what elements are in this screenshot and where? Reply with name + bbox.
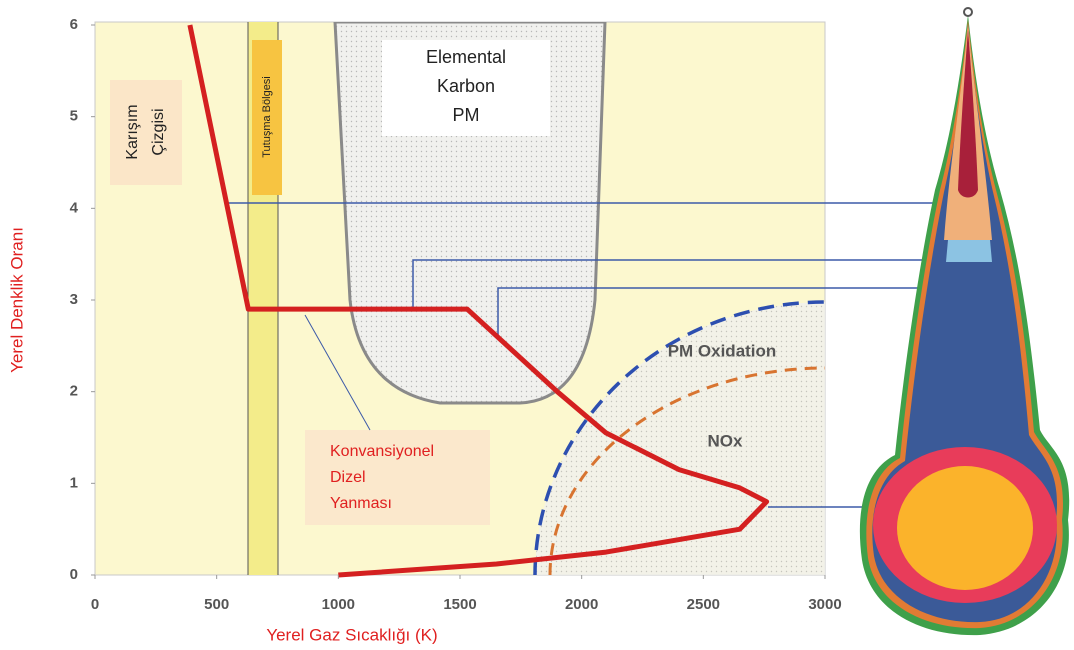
y-tick-label: 0 bbox=[70, 566, 78, 583]
flame-ball-core bbox=[897, 466, 1033, 590]
flame-band bbox=[946, 240, 992, 262]
x-tick-label: 1000 bbox=[322, 596, 355, 613]
mixing-label: Çizgisi bbox=[150, 108, 167, 155]
y-tick-label: 4 bbox=[70, 199, 79, 216]
x-tick-label: 3000 bbox=[808, 596, 841, 613]
mixing-label: Karışım bbox=[124, 104, 141, 159]
x-tick-label: 2000 bbox=[565, 596, 598, 613]
y-tick-label: 1 bbox=[70, 474, 78, 491]
ignition-label: Tutuşma Bölgesi bbox=[261, 76, 273, 158]
x-tick-label: 1500 bbox=[443, 596, 476, 613]
x-axis-label: Yerel Gaz Sıcaklığı (K) bbox=[266, 625, 437, 644]
x-tick-label: 500 bbox=[204, 596, 229, 613]
flame-diagram bbox=[860, 8, 1069, 635]
conventional-label: Yanması bbox=[330, 495, 392, 512]
y-tick-label: 6 bbox=[70, 16, 78, 33]
nozzle bbox=[964, 8, 972, 16]
y-tick-label: 5 bbox=[70, 108, 78, 125]
x-tick-label: 2500 bbox=[687, 596, 720, 613]
soot-label: Karbon bbox=[437, 76, 495, 96]
pm-oxidation-label: PM Oxidation bbox=[668, 341, 777, 360]
nox-label: NOx bbox=[708, 431, 744, 450]
conventional-label: Konvansiyonel bbox=[330, 443, 434, 460]
y-axis-label: Yerel Denklik Oranı bbox=[7, 227, 26, 373]
y-tick-label: 3 bbox=[70, 291, 78, 308]
soot-label: Elemental bbox=[426, 47, 506, 67]
chart: Yerel Gaz Sıcaklığı (K) Yerel Denklik Or… bbox=[0, 0, 1074, 650]
x-tick-label: 0 bbox=[91, 596, 99, 613]
conventional-label: Dizel bbox=[330, 469, 366, 486]
mixing-label-box bbox=[110, 80, 182, 185]
y-tick-label: 2 bbox=[70, 383, 78, 400]
soot-label: PM bbox=[453, 105, 480, 125]
